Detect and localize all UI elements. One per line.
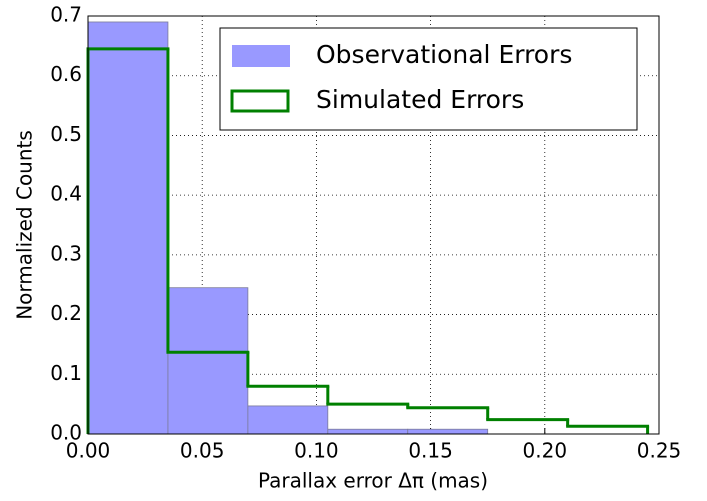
legend-label: Simulated Errors xyxy=(316,85,524,114)
x-tick-label: 0.00 xyxy=(66,439,111,463)
y-tick-label: 0.7 xyxy=(50,3,82,27)
hist-bar xyxy=(327,428,409,435)
legend-swatch xyxy=(230,89,290,113)
legend-label: Observational Errors xyxy=(316,40,572,69)
x-tick-label: 0.05 xyxy=(180,439,225,463)
y-tick-label: 0.0 xyxy=(50,421,82,445)
y-tick-label: 0.4 xyxy=(50,182,82,206)
plot-marks xyxy=(87,21,489,435)
y-tick-label: 0.2 xyxy=(50,301,82,325)
x-tick-label: 0.20 xyxy=(523,439,568,463)
x-tick-label: 0.25 xyxy=(637,439,682,463)
hist-bar xyxy=(247,405,329,435)
plot-frame xyxy=(87,15,660,435)
legend-swatch xyxy=(232,45,290,67)
x-axis-label: Parallax error Δπ (mas) xyxy=(258,469,488,493)
y-tick-label: 0.5 xyxy=(50,122,82,146)
y-tick-label: 0.1 xyxy=(50,361,82,385)
y-tick-label: 0.6 xyxy=(50,62,82,86)
legend: Observational Errors Simulated Errors xyxy=(219,27,638,131)
hist-bar xyxy=(167,287,249,435)
y-tick-label: 0.3 xyxy=(50,241,82,265)
y-axis-label: Normalized Counts xyxy=(13,130,37,320)
x-tick-label: 0.15 xyxy=(408,439,453,463)
hist-bar xyxy=(87,21,169,435)
hist-bar xyxy=(407,428,489,435)
x-tick-label: 0.10 xyxy=(294,439,339,463)
